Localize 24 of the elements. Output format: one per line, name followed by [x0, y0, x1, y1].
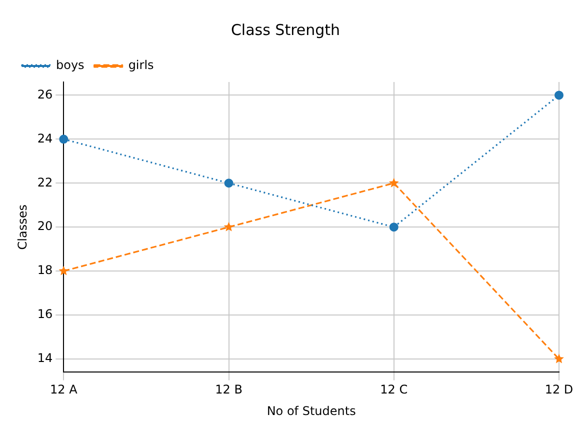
y-tick-label: 24 [37, 131, 53, 146]
y-tick-label: 14 [37, 351, 53, 366]
point [554, 354, 564, 364]
y-tick-label: 22 [37, 175, 53, 190]
y-tick-label: 18 [37, 263, 53, 278]
point [389, 222, 398, 232]
y-axis-title: Classes [15, 204, 30, 250]
chart-title: Class Strength [230, 20, 340, 39]
point [224, 222, 234, 232]
x-tick-label: 12 B [215, 382, 242, 397]
point [59, 134, 68, 144]
y-tick-label: 26 [37, 87, 53, 102]
legend-label: girls [128, 58, 154, 72]
x-tick-label: 12 D [544, 382, 574, 397]
point [388, 178, 399, 188]
x-tick-label: 12 C [380, 382, 408, 397]
x-tick-label: 12 A [50, 382, 78, 397]
y-tick-label: 20 [37, 219, 53, 234]
legend-label: boys [56, 58, 84, 72]
x-axis-title: No of Students [266, 404, 356, 418]
y-tick-label: 16 [37, 307, 53, 322]
point [224, 178, 234, 188]
point [58, 266, 69, 276]
point [554, 90, 564, 100]
